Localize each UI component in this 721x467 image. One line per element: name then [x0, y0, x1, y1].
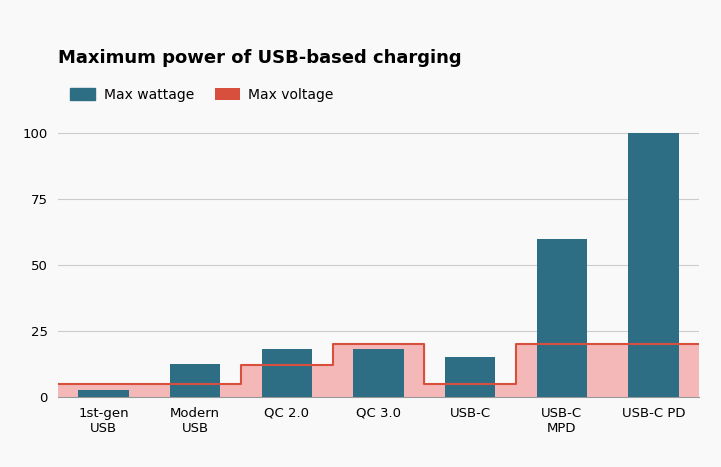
Bar	[445, 357, 495, 397]
Polygon shape	[58, 344, 699, 397]
Bar	[628, 133, 678, 397]
Legend: Max wattage, Max voltage: Max wattage, Max voltage	[65, 82, 339, 107]
Bar	[170, 364, 221, 397]
Bar	[262, 349, 312, 397]
Bar	[353, 349, 404, 397]
Bar	[79, 390, 129, 397]
Bar	[536, 239, 587, 397]
Text: Maximum power of USB-based charging: Maximum power of USB-based charging	[58, 50, 461, 67]
